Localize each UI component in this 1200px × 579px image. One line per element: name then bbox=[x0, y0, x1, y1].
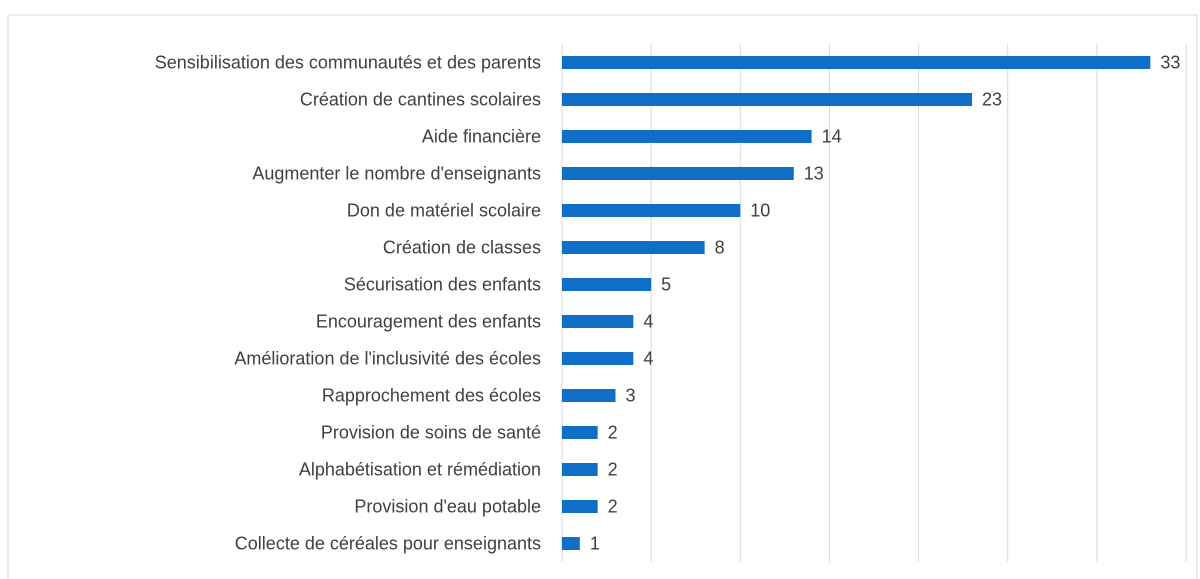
bar bbox=[562, 352, 634, 365]
bar bbox=[562, 204, 741, 217]
data-label: 1 bbox=[590, 533, 600, 553]
category-label: Augmenter le nombre d'enseignants bbox=[252, 163, 541, 183]
bar bbox=[562, 537, 580, 550]
bar bbox=[562, 56, 1151, 69]
category-label: Création de classes bbox=[383, 237, 541, 257]
data-label: 2 bbox=[608, 496, 618, 516]
category-label: Don de matériel scolaire bbox=[347, 200, 541, 220]
data-label: 33 bbox=[1160, 52, 1180, 72]
bar bbox=[562, 167, 794, 180]
category-label: Sécurisation des enfants bbox=[344, 274, 541, 294]
bar bbox=[562, 278, 652, 291]
data-label: 10 bbox=[750, 200, 770, 220]
category-label: Encouragement des enfants bbox=[316, 311, 541, 331]
data-label: 13 bbox=[804, 163, 824, 183]
category-label: Collecte de céréales pour enseignants bbox=[235, 533, 541, 553]
data-label: 14 bbox=[822, 126, 842, 146]
category-label: Alphabétisation et rémédiation bbox=[299, 459, 541, 479]
bar bbox=[562, 500, 598, 513]
data-label: 5 bbox=[661, 274, 671, 294]
data-label: 8 bbox=[715, 237, 725, 257]
bar bbox=[562, 463, 598, 476]
category-label: Rapprochement des écoles bbox=[322, 385, 541, 405]
bar bbox=[562, 389, 616, 402]
category-label: Création de cantines scolaires bbox=[300, 89, 541, 109]
category-label: Provision d'eau potable bbox=[354, 496, 541, 516]
bar bbox=[562, 130, 812, 143]
category-label: Amélioration de l'inclusivité des écoles bbox=[234, 348, 541, 368]
data-label: 23 bbox=[982, 89, 1002, 109]
bar bbox=[562, 426, 598, 439]
category-label: Sensibilisation des communautés et des p… bbox=[155, 52, 541, 72]
bar bbox=[562, 315, 634, 328]
category-label: Aide financière bbox=[422, 126, 541, 146]
data-label: 4 bbox=[643, 348, 653, 368]
data-label: 2 bbox=[608, 459, 618, 479]
bar bbox=[562, 241, 705, 254]
chart-frame bbox=[7, 14, 1198, 579]
bar bbox=[562, 93, 973, 106]
data-label: 2 bbox=[608, 422, 618, 442]
data-label: 3 bbox=[625, 385, 635, 405]
category-label: Provision de soins de santé bbox=[321, 422, 541, 442]
data-label: 4 bbox=[643, 311, 653, 331]
